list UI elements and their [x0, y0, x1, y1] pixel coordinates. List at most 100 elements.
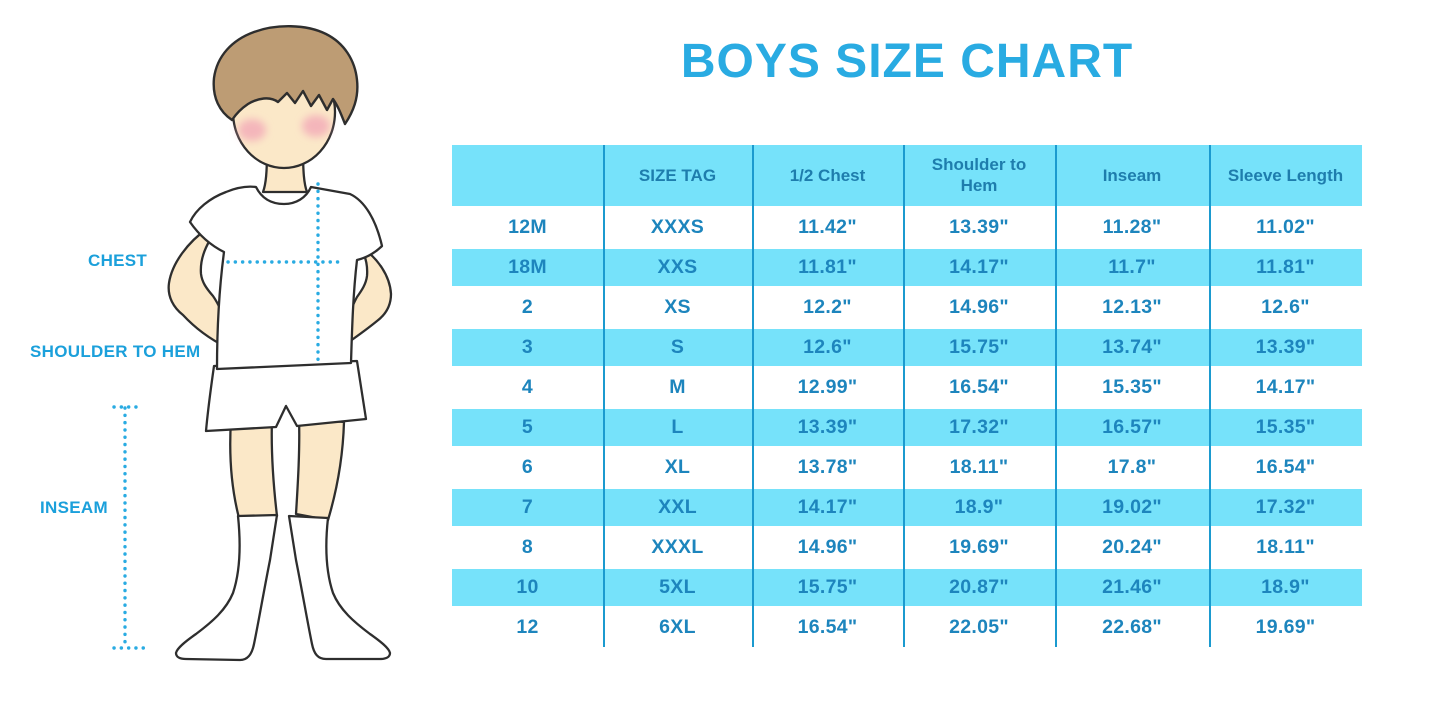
shorts: [204, 359, 368, 433]
measurement-cell: XXS: [603, 247, 752, 289]
column-header: Inseam: [1055, 145, 1209, 209]
measurement-cell: 12.13": [1055, 287, 1209, 329]
measurement-cell: 19.02": [1055, 487, 1209, 529]
measurement-cell: 13.39": [1209, 327, 1362, 369]
column-divider: [903, 145, 905, 647]
measurement-cell: 14.17": [903, 247, 1055, 289]
blush: [238, 115, 330, 141]
left-sock: [174, 513, 279, 662]
measurement-cell: 11.02": [1209, 207, 1362, 249]
measurement-cell: XXXL: [603, 527, 752, 569]
column-header: Shoulder to Hem: [903, 145, 1055, 209]
column-header: 1/2 Chest: [752, 145, 903, 209]
table-row: 3 S 12.6" 15.75" 13.74" 13.39": [452, 327, 1362, 369]
measurement-cell: 16.54": [1209, 447, 1362, 489]
table-row: 4 M 12.99" 16.54" 15.35" 14.17": [452, 367, 1362, 409]
measurement-cell: 6XL: [603, 607, 752, 649]
measurement-cell: L: [603, 407, 752, 449]
measurement-cell: 16.54": [752, 607, 903, 649]
column-header-empty: [452, 145, 603, 209]
measurement-cell: 15.75": [752, 567, 903, 609]
table-body: 12M XXXS 11.42" 13.39" 11.28" 11.02" 18M XXS 11.…: [452, 207, 1362, 649]
measurement-cell: 15.35": [1055, 367, 1209, 409]
measurement-cell: 12.2": [752, 287, 903, 329]
hair: [212, 25, 359, 126]
size-label-cell: 2: [452, 287, 603, 329]
measurement-cell: 13.39": [903, 207, 1055, 249]
size-label-cell: 7: [452, 487, 603, 529]
measurement-cell: 5XL: [603, 567, 752, 609]
measurement-cell: 15.75": [903, 327, 1055, 369]
measurement-cell: 11.7": [1055, 247, 1209, 289]
measurement-cell: XXXS: [603, 207, 752, 249]
measurement-cell: S: [603, 327, 752, 369]
measurement-cell: 13.39": [752, 407, 903, 449]
right-leg: [294, 416, 346, 522]
measurement-cell: 17.8": [1055, 447, 1209, 489]
measurement-cell: 18.9": [1209, 567, 1362, 609]
measurement-cell: XS: [603, 287, 752, 329]
inseam-label: INSEAM: [40, 498, 108, 517]
measurement-cell: 11.81": [752, 247, 903, 289]
column-divider: [1209, 145, 1211, 647]
measurement-cell: 12.6": [1209, 287, 1362, 329]
measurement-cell: M: [603, 367, 752, 409]
size-label-cell: 12M: [452, 207, 603, 249]
table-header: SIZE TAG 1/2 Chest Shoulder to Hem Inseam Sl…: [452, 145, 1362, 209]
size-label-cell: 4: [452, 367, 603, 409]
measurement-cell: 18.11": [1209, 527, 1362, 569]
table-row: 7 XXL 14.17" 18.9" 19.02" 17.32": [452, 487, 1362, 529]
measurement-cell: 11.42": [752, 207, 903, 249]
measurement-cell: 20.24": [1055, 527, 1209, 569]
measurement-cell: 12.6": [752, 327, 903, 369]
shoulder-to-hem-label: SHOULDER TO HEM: [30, 342, 201, 361]
measurement-cell: 14.17": [1209, 367, 1362, 409]
column-header: Sleeve Length: [1209, 145, 1362, 209]
measurement-cell: 11.81": [1209, 247, 1362, 289]
size-label-cell: 8: [452, 527, 603, 569]
header-row: SIZE TAG 1/2 Chest Shoulder to Hem Inseam Sl…: [452, 145, 1362, 209]
measurement-cell: 14.96": [903, 287, 1055, 329]
measurement-cell: XL: [603, 447, 752, 489]
table-row: 8 XXXL 14.96" 19.69" 20.24" 18.11": [452, 527, 1362, 569]
table-row: 18M XXS 11.81" 14.17" 11.7" 11.81": [452, 247, 1362, 289]
column-divider: [603, 145, 605, 647]
measurement-cell: 17.32": [1209, 487, 1362, 529]
measurement-cell: 14.17": [752, 487, 903, 529]
measurement-cell: 13.74": [1055, 327, 1209, 369]
measurement-cell: 16.57": [1055, 407, 1209, 449]
measurement-cell: 15.35": [1209, 407, 1362, 449]
table-row: 12M XXXS 11.42" 13.39" 11.28" 11.02": [452, 207, 1362, 249]
size-label-cell: 5: [452, 407, 603, 449]
measurement-cell: 16.54": [903, 367, 1055, 409]
column-divider: [1055, 145, 1057, 647]
measurement-cell: 22.68": [1055, 607, 1209, 649]
measurement-cell: 14.96": [752, 527, 903, 569]
measurement-cell: 21.46": [1055, 567, 1209, 609]
page-title: BOYS SIZE CHART: [680, 35, 1134, 88]
size-label-cell: 10: [452, 567, 603, 609]
table-row: 5 L 13.39" 17.32" 16.57" 15.35": [452, 407, 1362, 449]
size-label-cell: 18M: [452, 247, 603, 289]
table-row: 2 XS 12.2" 14.96" 12.13" 12.6": [452, 287, 1362, 329]
measurement-cell: 20.87": [903, 567, 1055, 609]
boy-figure-svg: [112, 25, 393, 662]
size-table: SIZE TAG 1/2 Chest Shoulder to Hem Inseam Sl…: [452, 145, 1362, 649]
measurement-cell: 19.69": [1209, 607, 1362, 649]
column-header: SIZE TAG: [603, 145, 752, 209]
t-shirt: [188, 185, 384, 371]
boy-illustration: [0, 0, 450, 723]
table-row: 6 XL 13.78" 18.11" 17.8" 16.54": [452, 447, 1362, 489]
measurement-cell: 12.99": [752, 367, 903, 409]
table-row: 10 5XL 15.75" 20.87" 21.46" 18.9": [452, 567, 1362, 609]
right-sock: [287, 514, 392, 661]
measurement-cell: 19.69": [903, 527, 1055, 569]
table-row: 12 6XL 16.54" 22.05" 22.68" 19.69": [452, 607, 1362, 649]
size-table-grid: SIZE TAG 1/2 Chest Shoulder to Hem Inseam Sl…: [452, 145, 1362, 649]
chest-label: CHEST: [88, 251, 148, 270]
size-label-cell: 12: [452, 607, 603, 649]
measurement-cell: 18.11": [903, 447, 1055, 489]
size-label-cell: 3: [452, 327, 603, 369]
measurement-cell: 22.05": [903, 607, 1055, 649]
